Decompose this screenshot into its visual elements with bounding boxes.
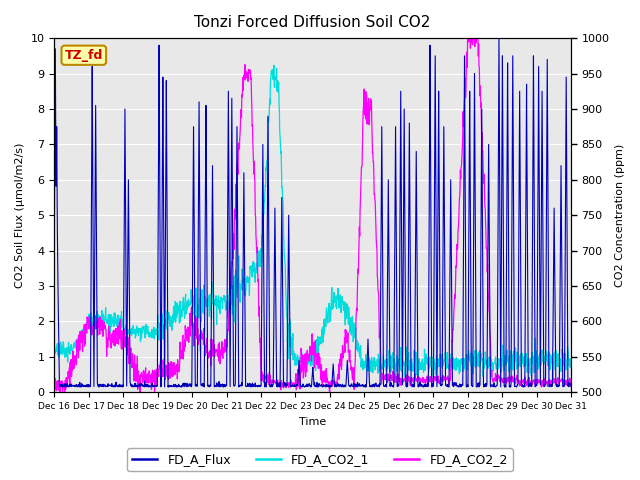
X-axis label: Time: Time	[299, 417, 326, 427]
FD_A_CO2_2	[91, 326, 99, 332]
FD_A_CO2_2	[290, 383, 298, 389]
FD_A_Flux	[280, 382, 288, 387]
FD_A_CO2_1	[270, 62, 278, 68]
FD_A_CO2_2	[464, 35, 472, 41]
FD_A_CO2_1	[90, 317, 98, 323]
Title: Tonzi Forced Diffusion Soil CO2: Tonzi Forced Diffusion Soil CO2	[195, 15, 431, 30]
FD_A_Flux	[513, 384, 520, 390]
FD_A_CO2_1	[290, 356, 298, 362]
FD_A_CO2_2	[270, 378, 278, 384]
FD_A_CO2_1	[51, 344, 58, 349]
FD_A_CO2_1	[345, 304, 353, 310]
FD_A_Flux	[51, 252, 58, 258]
Y-axis label: CO2 Concentration (ppm): CO2 Concentration (ppm)	[615, 144, 625, 287]
FD_A_CO2_2	[345, 347, 353, 352]
Line: FD_A_CO2_2: FD_A_CO2_2	[54, 38, 571, 392]
FD_A_CO2_1	[269, 72, 277, 78]
Line: FD_A_CO2_1: FD_A_CO2_1	[54, 65, 571, 379]
Legend: FD_A_Flux, FD_A_CO2_1, FD_A_CO2_2: FD_A_Flux, FD_A_CO2_1, FD_A_CO2_2	[127, 448, 513, 471]
FD_A_CO2_2	[281, 383, 289, 388]
FD_A_Flux	[495, 35, 503, 41]
FD_A_Flux	[90, 332, 98, 338]
FD_A_CO2_2	[112, 326, 120, 332]
FD_A_CO2_2	[51, 389, 58, 395]
FD_A_CO2_2	[56, 389, 64, 395]
FD_A_CO2_1	[281, 253, 289, 259]
Line: FD_A_Flux: FD_A_Flux	[54, 38, 571, 387]
FD_A_Flux	[567, 383, 575, 389]
FD_A_Flux	[111, 382, 119, 387]
FD_A_CO2_1	[415, 376, 422, 382]
FD_A_CO2_2	[567, 381, 575, 387]
FD_A_Flux	[344, 377, 352, 383]
FD_A_CO2_1	[111, 311, 119, 316]
Y-axis label: CO2 Soil Flux (μmol/m2/s): CO2 Soil Flux (μmol/m2/s)	[15, 143, 25, 288]
Text: TZ_fd: TZ_fd	[65, 49, 103, 62]
FD_A_Flux	[269, 353, 277, 359]
FD_A_Flux	[290, 383, 298, 389]
FD_A_CO2_1	[567, 359, 575, 364]
